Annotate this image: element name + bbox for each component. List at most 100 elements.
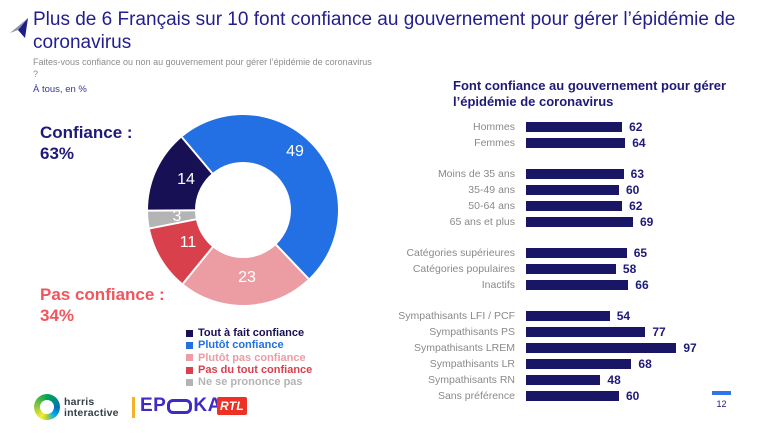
legend-item: Pas du tout confiance bbox=[186, 364, 312, 376]
bar-row: 65 ans et plus 69 bbox=[363, 214, 763, 230]
bar bbox=[526, 169, 624, 179]
bar-row-value: 97 bbox=[683, 341, 697, 355]
legend-swatch-icon bbox=[186, 354, 193, 362]
bar bbox=[526, 264, 616, 274]
bar-row-value: 58 bbox=[622, 262, 637, 276]
bar-row-value: 60 bbox=[626, 389, 640, 403]
bar-row-label: Femmes bbox=[474, 137, 515, 149]
epoka-logo: EP KA bbox=[140, 395, 222, 416]
bar-row-value: 66 bbox=[635, 278, 649, 292]
bar-row-label: 50-64 ans bbox=[468, 200, 515, 212]
bar bbox=[526, 375, 601, 385]
legend-swatch-icon bbox=[186, 329, 193, 337]
confidence-value-text: 63% bbox=[40, 144, 75, 163]
epoka-logo-o-icon bbox=[167, 398, 193, 414]
bar-group: Hommes 62 Femmes 64 bbox=[363, 119, 763, 151]
bar-row-value: 69 bbox=[639, 215, 654, 229]
bar-group: Catégories supérieures 65 Catégories popul… bbox=[363, 245, 763, 293]
legend-item-label: Ne se prononce pas bbox=[198, 376, 303, 389]
bar-chart: Hommes 62 Femmes 64 Moins de 35 ans 63 35-49 a… bbox=[363, 119, 763, 404]
bar-row: Sympathisants PS 77 bbox=[363, 324, 763, 340]
bar bbox=[526, 280, 629, 290]
bar bbox=[526, 185, 619, 195]
bar bbox=[526, 359, 632, 369]
bar-row-label: Hommes bbox=[472, 121, 515, 133]
page-progress-dash bbox=[712, 391, 731, 395]
donut-hole bbox=[195, 162, 291, 258]
legend-item: Plutôt pas confiance bbox=[186, 352, 312, 364]
donut-slice-value: 49 bbox=[286, 143, 304, 160]
epoka-logo-left: EP bbox=[140, 395, 167, 416]
page-number: 12 bbox=[716, 399, 727, 409]
legend-item-label: Plutôt pas confiance bbox=[198, 351, 306, 364]
bar-row-value: 62 bbox=[629, 199, 643, 213]
no-confidence-total-label: Pas confiance : 34% bbox=[40, 284, 165, 326]
bar bbox=[526, 248, 627, 258]
bar-row-label: Moins de 35 ans bbox=[437, 168, 515, 180]
bar-row: Hommes 62 bbox=[363, 119, 763, 135]
legend-swatch-icon bbox=[186, 366, 193, 374]
bar-row-value: 54 bbox=[616, 309, 631, 323]
bar-row: Femmes 64 bbox=[363, 135, 763, 151]
bar-row-value: 63 bbox=[630, 167, 644, 181]
rtl-logo-text: RTL bbox=[219, 399, 244, 413]
bar-row-value: 64 bbox=[632, 136, 646, 150]
bar-row-value: 60 bbox=[626, 183, 640, 197]
bar-row-label: Catégories supérieures bbox=[406, 247, 515, 259]
bar bbox=[526, 201, 623, 211]
donut-legend: Tout à fait confiance Plutôt confiance Plu… bbox=[186, 327, 312, 388]
harris-logo-line2: interactive bbox=[64, 406, 119, 419]
bar-row-value: 62 bbox=[629, 120, 643, 134]
bar bbox=[526, 122, 623, 132]
bar-row-label: Inactifs bbox=[481, 279, 515, 291]
legend-item-label: Pas du tout confiance bbox=[198, 364, 313, 377]
bar bbox=[526, 343, 677, 353]
bar-row: Catégories populaires 58 bbox=[363, 261, 763, 277]
bar-row-label: Sympathisants LR bbox=[429, 358, 515, 370]
no-confidence-value-text: 34% bbox=[40, 306, 75, 325]
bar-row-label: Sympathisants LREM bbox=[414, 342, 515, 354]
bar-row-label: Sans préférence bbox=[437, 390, 515, 402]
bar-row: 35-49 ans 60 bbox=[363, 182, 763, 198]
legend-item-label: Tout à fait confiance bbox=[198, 327, 305, 340]
harris-interactive-logo-text: harris interactive bbox=[64, 397, 119, 418]
bar-row-value: 48 bbox=[607, 373, 621, 387]
legend-swatch-icon bbox=[186, 378, 193, 386]
slide-bullet-arrow-icon bbox=[10, 18, 28, 38]
bar-row: Moins de 35 ans 63 bbox=[363, 166, 763, 182]
bar-chart-title: Font confiance au gouvernement pour gére… bbox=[453, 78, 727, 109]
bar-row-value: 65 bbox=[633, 246, 648, 260]
legend-item: Plutôt confiance bbox=[186, 339, 312, 351]
bar bbox=[526, 217, 633, 227]
legend-swatch-icon bbox=[186, 341, 193, 349]
bar-row: Sympathisants RN 48 bbox=[363, 372, 763, 388]
bar bbox=[526, 327, 646, 337]
harris-logo-line1: harris bbox=[64, 396, 95, 408]
donut-slice-value: 23 bbox=[238, 269, 256, 286]
bar-row: 50-64 ans 62 bbox=[363, 198, 763, 214]
donut-slice-value: 14 bbox=[177, 171, 195, 188]
harris-interactive-logo-icon bbox=[34, 394, 60, 420]
bar-row: Sans préférence 60 bbox=[363, 388, 763, 404]
bar-row: Sympathisants LR 68 bbox=[363, 356, 763, 372]
donut-chart: 49 23 11 3 14 bbox=[147, 115, 338, 305]
bar-row: Inactifs 66 bbox=[363, 277, 763, 293]
page-title: Plus de 6 Français sur 10 font confiance… bbox=[33, 9, 736, 53]
confidence-total-label: Confiance : 63% bbox=[40, 122, 133, 164]
bar-row-label: Catégories populaires bbox=[412, 263, 515, 275]
logo-divider bbox=[132, 397, 135, 418]
bar-row-label: 65 ans et plus bbox=[449, 216, 515, 228]
bar bbox=[526, 311, 610, 321]
no-confidence-label-text: Pas confiance : bbox=[40, 285, 165, 304]
bar-row: Sympathisants LREM 97 bbox=[363, 340, 763, 356]
bar-row-label: Sympathisants PS bbox=[429, 326, 515, 338]
donut-slice-value: 11 bbox=[179, 234, 197, 251]
legend-item-label: Plutôt confiance bbox=[198, 339, 284, 352]
legend-item: Ne se prononce pas bbox=[186, 376, 312, 388]
bar-group: Moins de 35 ans 63 35-49 ans 60 50-64 ans 62 6… bbox=[363, 166, 763, 230]
epoka-logo-right: KA bbox=[193, 395, 222, 416]
donut-slice-value: 3 bbox=[172, 208, 182, 225]
rtl-logo: RTL bbox=[217, 397, 247, 415]
bar-row-label: Sympathisants LFI / PCF bbox=[398, 310, 515, 322]
bar-row-value: 77 bbox=[652, 325, 666, 339]
